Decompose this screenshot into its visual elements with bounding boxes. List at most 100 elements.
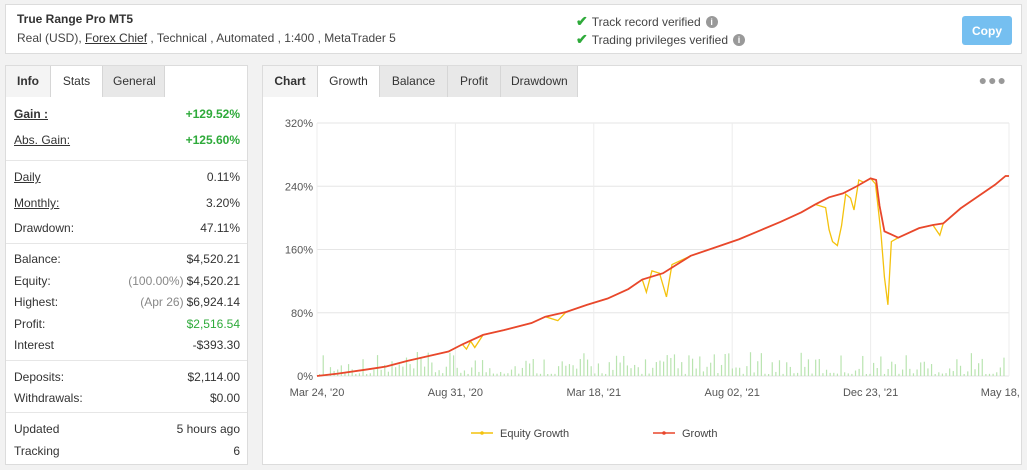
volume-bar (409, 364, 411, 376)
volume-bar (641, 373, 643, 376)
volume-bar (340, 365, 342, 376)
volume-bar (688, 355, 690, 376)
volume-bar (518, 373, 520, 376)
check-icon: ✔ (576, 31, 588, 47)
copy-button[interactable]: Copy (962, 16, 1012, 45)
volume-bar (742, 373, 744, 376)
volume-bar (749, 352, 752, 376)
volume-bar (934, 373, 936, 376)
volume-bar (329, 367, 332, 376)
stat-equity: Equity: (100.00%) $4,520.21 (14, 274, 240, 288)
stat-deposits: Deposits: $2,114.00 (14, 370, 240, 384)
volume-bar (572, 365, 574, 376)
volume-bar (344, 373, 346, 376)
stat-updated: Updated 5 hours ago (14, 422, 240, 436)
tab-balance[interactable]: Balance (380, 66, 448, 97)
system-title: True Range Pro MT5 (17, 12, 134, 26)
volume-bar (905, 355, 907, 376)
volume-bar (927, 368, 929, 376)
volume-bar (822, 373, 824, 376)
volume-bar (481, 360, 484, 376)
divider (6, 360, 247, 361)
volume-bar (829, 372, 831, 376)
y-tick-label: 240% (285, 181, 313, 193)
stat-label: Balance: (14, 252, 61, 266)
tab-stats[interactable]: Stats (51, 66, 103, 97)
volume-bar (347, 364, 350, 376)
volume-bar (623, 355, 625, 376)
stat-label: Updated (14, 422, 60, 436)
stat-label: Interest (14, 338, 55, 352)
volume-bar (981, 358, 983, 376)
volume-bar (395, 367, 397, 376)
volume-bar (731, 368, 733, 376)
volume-bar (778, 360, 781, 376)
stat-value: 6 (233, 444, 240, 458)
tab-chart[interactable]: Chart (263, 66, 318, 97)
volume-bar (652, 367, 654, 376)
volume-bar (648, 373, 650, 376)
volume-bar (507, 373, 509, 376)
volume-bar (681, 362, 683, 376)
volume-bar (525, 360, 527, 376)
stat-value: $2,516.54 (186, 317, 240, 331)
divider (6, 412, 247, 413)
volume-bar (746, 366, 748, 376)
volume-bar (416, 352, 418, 376)
volume-bar (514, 366, 516, 376)
volume-bar (659, 360, 661, 376)
volume-bar (880, 356, 882, 376)
volume-bar (539, 373, 542, 376)
volume-bar (398, 364, 400, 376)
growth-chart: 320% 240% 160% 80% 0% Mar 24, '20 Aug 31, '20 M… (285, 118, 1021, 440)
volume-bar (355, 373, 357, 376)
volume-bar (366, 373, 368, 376)
volume-bar (836, 373, 839, 376)
track-record-verified: ✔ Track record verified i (576, 13, 718, 30)
stat-value: 5 hours ago (176, 422, 240, 436)
volume-bar (550, 373, 552, 376)
stat-label: Highest: (14, 295, 59, 309)
account-header: True Range Pro MT5 Real (USD), Forex Chi… (5, 4, 1022, 54)
volume-bar (807, 359, 810, 376)
tab-info[interactable]: Info (6, 66, 51, 97)
tab-profit[interactable]: Profit (448, 66, 501, 97)
volume-bar (670, 357, 672, 376)
volume-bar (883, 373, 886, 376)
info-icon[interactable]: i (733, 33, 746, 46)
more-options-icon[interactable]: ●●● (978, 72, 1007, 88)
stat-drawdown: Drawdown: 47.11% (14, 221, 240, 235)
stat-balance: Balance: $4,520.21 (14, 252, 240, 266)
volume-bar (434, 372, 437, 376)
volume-bar (583, 353, 585, 376)
volume-bar (561, 361, 563, 376)
volume-bar (474, 360, 476, 376)
volume-bar (471, 367, 473, 376)
volume-bar (460, 372, 462, 376)
volume-bar (720, 364, 723, 376)
volume-bar (869, 373, 871, 376)
volume-bar (601, 373, 603, 376)
volume-bar (996, 372, 998, 376)
volume-bar (992, 373, 994, 376)
volume-bar (612, 369, 614, 376)
volume-bar (793, 373, 795, 376)
volume-bar (608, 362, 610, 376)
stat-value: 47.11% (200, 221, 240, 235)
volume-bar (663, 361, 665, 376)
stat-highest: Highest: (Apr 26) $6,924.14 (14, 295, 240, 309)
tab-drawdown[interactable]: Drawdown (501, 66, 578, 97)
volume-bar (644, 359, 647, 376)
volume-bar (930, 364, 933, 376)
broker-link[interactable]: Forex Chief (85, 31, 148, 45)
volume-bar (695, 368, 697, 376)
y-tick-label: 80% (291, 308, 313, 320)
account-meta: , Technical , Automated , 1:400 , MetaTr… (147, 31, 396, 45)
volume-bar (901, 369, 904, 376)
stat-label: Drawdown: (14, 221, 75, 235)
volume-bar (521, 367, 523, 376)
info-icon[interactable]: i (705, 15, 718, 28)
stats-panel: Info Stats General Gain : +129.52% Abs. … (5, 65, 248, 465)
tab-growth[interactable]: Growth (318, 66, 380, 97)
tab-general[interactable]: General (103, 66, 165, 97)
